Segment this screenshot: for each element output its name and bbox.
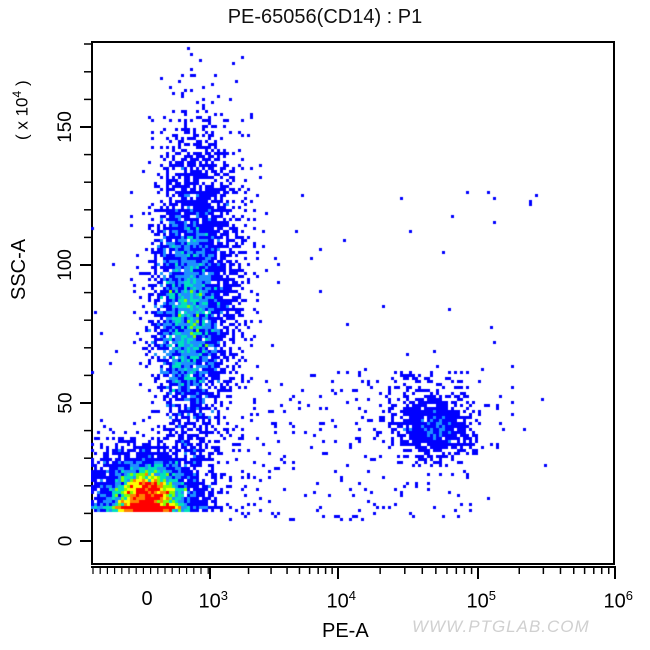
- x-tick-label: 106: [603, 588, 633, 613]
- y-tick-label: 100: [54, 249, 76, 281]
- x-axis-label: PE-A: [322, 620, 369, 642]
- y-tick-label: 50: [55, 392, 77, 414]
- x-tick-label: 103: [198, 588, 228, 613]
- density-plot-area: [91, 41, 615, 565]
- y-scale-exponent: 4: [10, 90, 24, 98]
- y-tick-label: 0: [54, 535, 76, 547]
- chart-title: PE-65056(CD14) : P1: [227, 6, 423, 28]
- y-scale-prefix: ( x 10: [12, 97, 32, 140]
- y-axis-label: SSC-A: [8, 238, 30, 300]
- y-scale-suffix: ): [12, 80, 32, 91]
- y-scale-multiplier: ( x 104 ): [10, 80, 33, 140]
- x-tick-label: 105: [466, 588, 496, 613]
- watermark: WWW.PTGLAB.COM: [412, 617, 590, 636]
- x-tick-label: 0: [141, 588, 153, 610]
- x-tick-label: 104: [326, 588, 356, 613]
- y-tick-label: 150: [54, 111, 76, 143]
